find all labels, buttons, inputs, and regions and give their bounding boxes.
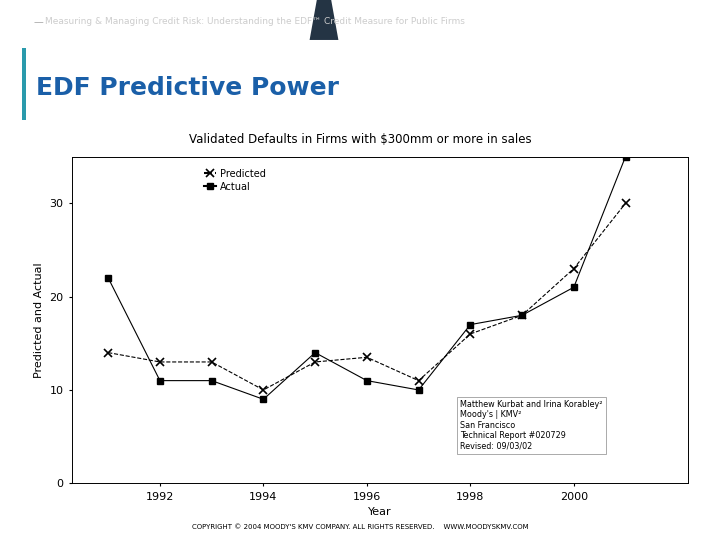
Actual — [414, 387, 423, 393]
Predicted — [156, 359, 164, 365]
Actual — [570, 284, 578, 291]
Text: 44: 44 — [13, 17, 25, 27]
Y-axis label: Predicted and Actual: Predicted and Actual — [34, 262, 44, 378]
Predicted — [414, 377, 423, 384]
Predicted — [259, 387, 268, 393]
Text: COPYRIGHT © 2004 MOODY'S KMV COMPANY. ALL RIGHTS RESERVED.    WWW.MOODYSKMV.COM: COPYRIGHT © 2004 MOODY'S KMV COMPANY. AL… — [192, 524, 528, 530]
Predicted — [518, 312, 526, 319]
Legend: Predicted, Actual: Predicted, Actual — [200, 165, 270, 195]
Predicted — [621, 200, 630, 206]
Actual — [104, 275, 112, 281]
Actual — [466, 321, 474, 328]
Text: Matthew Kurbat and Irina Korabley²
Moody's | KMV²
San Francisco
Technical Report: Matthew Kurbat and Irina Korabley² Moody… — [460, 400, 603, 450]
Text: K·M·V: K·M·V — [671, 12, 711, 26]
Predicted — [363, 354, 372, 361]
Text: Measuring & Managing Credit Risk: Understanding the EDF™ Credit Measure for Publ: Measuring & Managing Credit Risk: Unders… — [45, 17, 464, 26]
Polygon shape — [310, 0, 338, 40]
Predicted — [311, 359, 320, 365]
Text: |: | — [666, 12, 670, 26]
Text: Validated Defaults in Firms with $300mm or more in sales: Validated Defaults in Firms with $300mm … — [189, 132, 531, 146]
Actual — [311, 349, 320, 356]
Predicted — [570, 265, 578, 272]
Line: Actual: Actual — [105, 153, 629, 402]
X-axis label: Year: Year — [368, 507, 392, 517]
Actual — [259, 396, 268, 402]
Predicted — [466, 330, 474, 337]
Actual — [207, 377, 216, 384]
Text: —: — — [33, 17, 43, 27]
Predicted — [207, 359, 216, 365]
Line: Predicted: Predicted — [104, 199, 629, 394]
Text: Moody's: Moody's — [618, 12, 672, 26]
Actual — [621, 153, 630, 160]
Bar — [22, 48, 26, 120]
Actual — [518, 312, 526, 319]
Text: EDF Predictive Power: EDF Predictive Power — [36, 76, 339, 100]
Actual — [156, 377, 164, 384]
Actual — [363, 377, 372, 384]
Text: M: M — [604, 16, 611, 24]
Predicted — [104, 349, 112, 356]
